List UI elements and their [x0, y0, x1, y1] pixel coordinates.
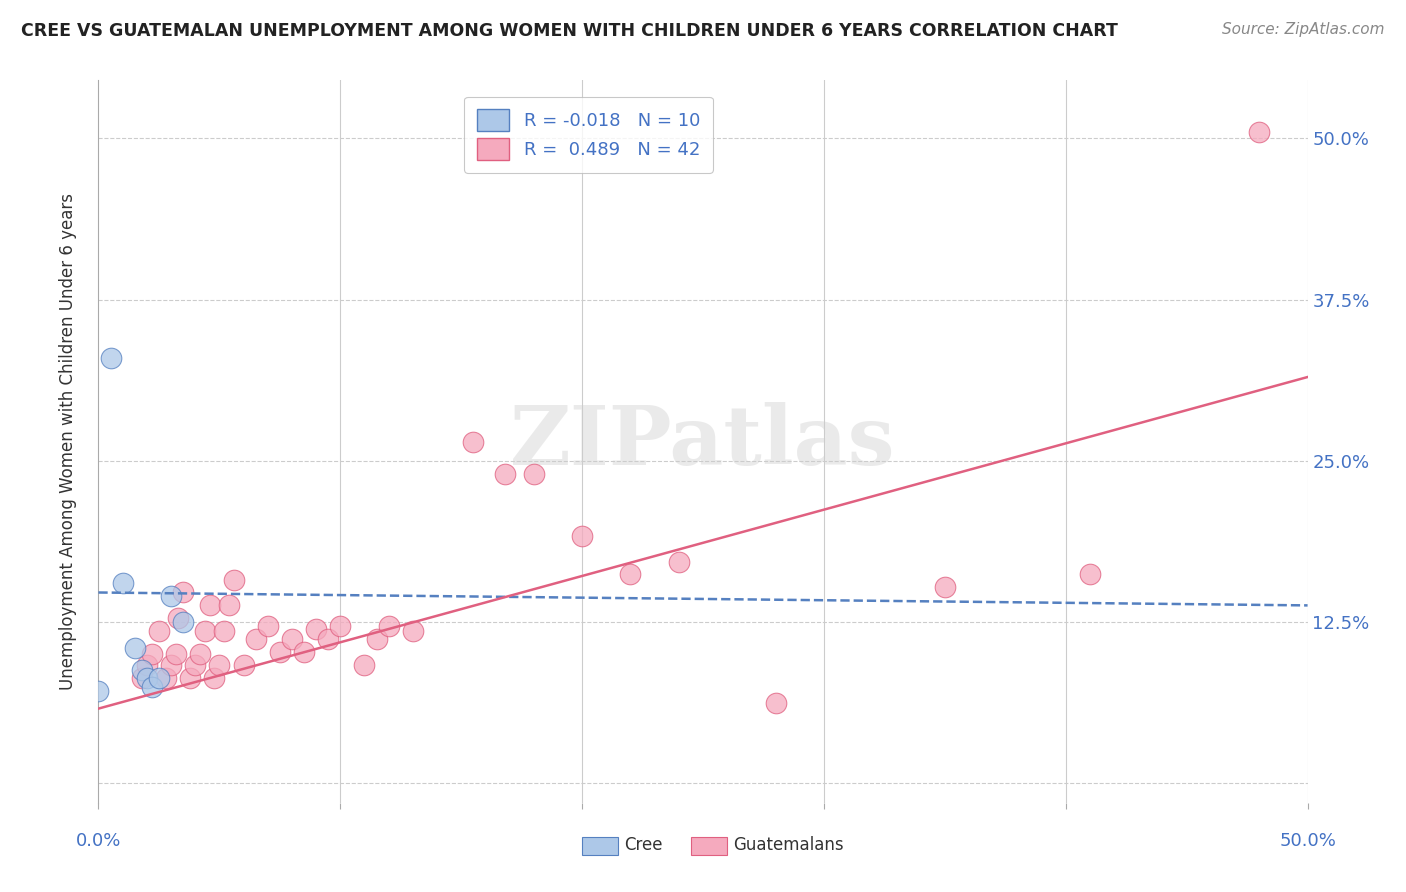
Point [188, 648, 211, 662]
Point [124, 640, 146, 655]
Point [172, 615, 194, 630]
Text: ZIPatlas: ZIPatlas [510, 401, 896, 482]
Point [668, 555, 690, 569]
Point [179, 671, 201, 685]
Legend: R = -0.018   N = 10, R =  0.489   N = 42: R = -0.018 N = 10, R = 0.489 N = 42 [464, 96, 713, 173]
Point [204, 671, 226, 685]
Text: 0.0%: 0.0% [76, 831, 121, 850]
Point [571, 529, 593, 543]
Text: CREE VS GUATEMALAN UNEMPLOYMENT AMONG WOMEN WITH CHILDREN UNDER 6 YEARS CORRELAT: CREE VS GUATEMALAN UNEMPLOYMENT AMONG WO… [21, 22, 1118, 40]
Point [148, 671, 170, 685]
Point [111, 576, 134, 591]
Point [87, 683, 110, 698]
Point [402, 624, 425, 639]
Point [184, 657, 207, 672]
Point [316, 632, 339, 646]
Point [353, 657, 375, 672]
Y-axis label: Unemployment Among Women with Children Under 6 years: Unemployment Among Women with Children U… [59, 193, 77, 690]
Text: Source: ZipAtlas.com: Source: ZipAtlas.com [1222, 22, 1385, 37]
Point [212, 624, 235, 639]
Point [256, 619, 278, 633]
Point [292, 645, 315, 659]
Point [377, 619, 399, 633]
Point [141, 680, 163, 694]
Point [135, 657, 157, 672]
Point [305, 622, 328, 636]
Point [494, 467, 516, 481]
Point [165, 648, 187, 662]
Point [198, 599, 221, 613]
Point [167, 611, 190, 625]
Point [463, 434, 485, 449]
Point [1249, 125, 1271, 139]
Point [100, 351, 122, 365]
Bar [690, 837, 727, 855]
Point [1078, 567, 1101, 582]
Point [141, 648, 163, 662]
Point [619, 567, 641, 582]
Point [329, 619, 352, 633]
Point [366, 632, 388, 646]
Point [135, 671, 157, 685]
Point [208, 657, 231, 672]
Point [194, 624, 217, 639]
Point [765, 697, 787, 711]
Point [281, 632, 304, 646]
Text: Guatemalans: Guatemalans [734, 836, 844, 854]
Text: 50.0%: 50.0% [1279, 831, 1336, 850]
Bar [582, 837, 619, 855]
Point [218, 599, 240, 613]
Text: Cree: Cree [624, 836, 662, 854]
Point [172, 585, 194, 599]
Point [160, 590, 183, 604]
Point [269, 645, 291, 659]
Point [245, 632, 267, 646]
Point [148, 624, 170, 639]
Point [131, 663, 153, 677]
Point [155, 671, 177, 685]
Point [222, 573, 245, 587]
Point [160, 657, 183, 672]
Point [131, 671, 153, 685]
Point [523, 467, 546, 481]
Point [232, 657, 254, 672]
Point [934, 580, 956, 594]
